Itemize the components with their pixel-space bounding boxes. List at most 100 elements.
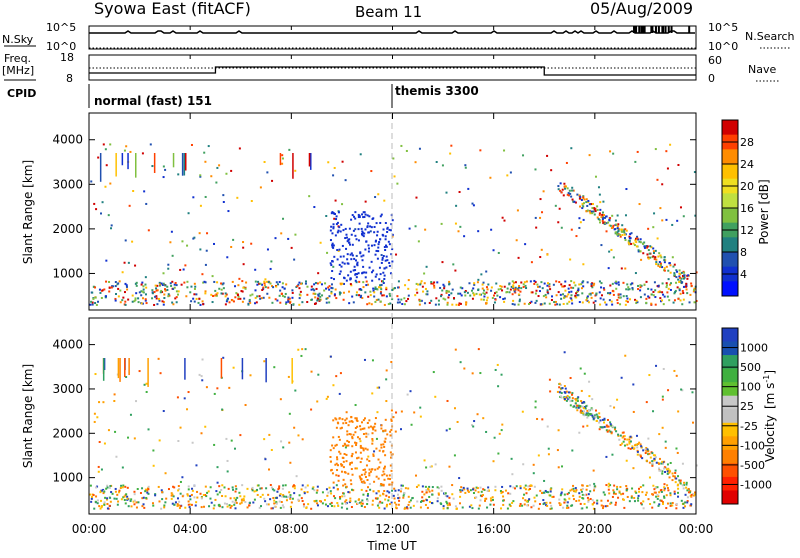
backscatter-cell [382, 443, 385, 446]
backscatter-cell [667, 269, 670, 272]
backscatter-cell [136, 488, 139, 491]
backscatter-cell [669, 492, 672, 495]
backscatter-cell [371, 359, 374, 362]
backscatter-cell [447, 290, 450, 293]
backscatter-cell [361, 502, 364, 505]
backscatter-cell [254, 296, 257, 299]
backscatter-cell [657, 495, 660, 498]
backscatter-cell [669, 264, 672, 267]
backscatter-cell [473, 420, 476, 423]
backscatter-cell [477, 278, 480, 281]
backscatter-cell [362, 216, 365, 219]
nsearch-tick-bottom: 10^0 [708, 40, 738, 53]
backscatter-cell [154, 494, 157, 497]
backscatter-cell [291, 289, 294, 292]
backscatter-cell [302, 503, 305, 506]
backscatter-cell [282, 506, 285, 509]
backscatter-cell [178, 500, 181, 503]
backscatter-cell [587, 493, 590, 496]
backscatter-cell [341, 160, 344, 163]
backscatter-cell [665, 507, 668, 510]
backscatter-cell [356, 467, 359, 470]
backscatter-cell [365, 489, 368, 492]
backscatter-cell [172, 287, 175, 290]
backscatter-cell [226, 256, 229, 259]
backscatter-cell [246, 487, 249, 490]
backscatter-cell [369, 294, 372, 297]
backscatter-cell [339, 255, 342, 258]
backscatter-cell [366, 503, 369, 506]
colorbar-tick-label: -100 [740, 439, 765, 452]
backscatter-cell [232, 238, 235, 241]
backscatter-cell [667, 287, 670, 290]
backscatter-cell [145, 286, 148, 289]
backscatter-cell [538, 290, 541, 293]
backscatter-cell [472, 204, 475, 207]
backscatter-cell [547, 447, 550, 450]
backscatter-cell [554, 303, 557, 306]
backscatter-cell [380, 443, 383, 446]
backscatter-cell [215, 490, 218, 493]
backscatter-cell [500, 285, 503, 288]
backscatter-cell [448, 496, 451, 499]
backscatter-cell [394, 430, 397, 433]
backscatter-cell [295, 285, 298, 288]
backscatter-cell [619, 434, 622, 437]
backscatter-cell [392, 287, 395, 290]
backscatter-cell [605, 484, 608, 487]
backscatter-cell [635, 245, 638, 248]
backscatter-cell [586, 416, 589, 419]
backscatter-cell [191, 489, 194, 492]
backscatter-cell [117, 282, 120, 285]
backscatter-cell [575, 406, 578, 409]
backscatter-cell [563, 384, 566, 387]
backscatter-cell [290, 501, 293, 504]
backscatter-cell [418, 147, 421, 150]
backscatter-cell [381, 256, 384, 259]
backscatter-cell [109, 143, 112, 146]
backscatter-cell [384, 238, 387, 241]
backscatter-cell [202, 281, 205, 284]
backscatter-cell [579, 221, 582, 224]
backscatter-cell [603, 417, 606, 420]
backscatter-cell [639, 250, 642, 253]
backscatter-cell [579, 409, 582, 412]
backscatter-cell [342, 422, 345, 425]
backscatter-cell [271, 301, 274, 304]
backscatter-cell [593, 208, 596, 211]
backscatter-cell [298, 297, 301, 300]
backscatter-cell [106, 486, 109, 489]
backscatter-cell [437, 299, 440, 302]
backscatter-cell [216, 481, 219, 484]
backscatter-cell [201, 379, 204, 382]
time-tick-label: 12:00 [375, 522, 410, 536]
backscatter-cell [561, 285, 564, 288]
colorbar-tick-label: 100 [740, 381, 761, 394]
backscatter-cell [293, 258, 296, 261]
backscatter-cell [653, 212, 656, 215]
backscatter-cell [623, 233, 626, 236]
backscatter-cell [145, 382, 148, 385]
backscatter-cell [272, 496, 275, 499]
backscatter-cell [494, 485, 497, 488]
backscatter-cell [425, 466, 428, 469]
backscatter-cell [232, 300, 235, 303]
backscatter-cell [326, 494, 329, 497]
backscatter-cell [616, 398, 619, 401]
backscatter-cell [287, 237, 290, 240]
backscatter-cell [550, 169, 553, 172]
backscatter-cell [164, 288, 167, 291]
backscatter-cell [174, 297, 177, 300]
backscatter-cell [593, 482, 596, 485]
backscatter-cell [585, 413, 588, 416]
backscatter-cell [577, 396, 580, 399]
backscatter-cell [93, 202, 96, 205]
backscatter-cell [152, 464, 155, 467]
backscatter-cell [353, 265, 356, 268]
backscatter-cell [125, 285, 128, 288]
backscatter-cell [242, 263, 245, 266]
backscatter-cell [518, 286, 521, 289]
backscatter-cell [142, 496, 145, 499]
backscatter-cell [117, 287, 120, 290]
